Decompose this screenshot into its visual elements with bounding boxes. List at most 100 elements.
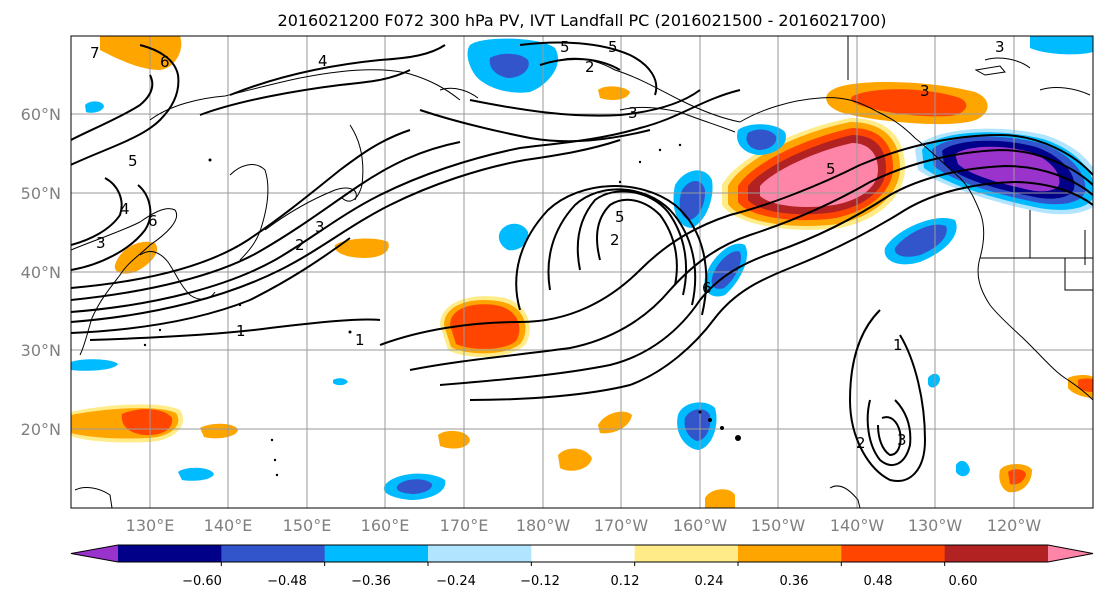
contour-label: 3: [995, 38, 1005, 56]
colorbar-tick-label: 0.48: [864, 574, 893, 589]
negative-anomaly-alaska-core: [746, 129, 777, 150]
lon-label: 170°W: [594, 516, 649, 535]
contour-label: 2: [610, 231, 620, 249]
contour-label: 5: [608, 38, 618, 56]
lat-label: 40°N: [21, 263, 61, 282]
contour-label: 3: [96, 234, 106, 252]
colorbar-segment: [944, 545, 1049, 562]
lon-label: 170°E: [440, 516, 489, 535]
colorbar-extend-max: [1048, 545, 1093, 562]
lon-label: 150°W: [751, 516, 806, 535]
lat-label: 50°N: [21, 184, 61, 203]
graticule: [71, 36, 1093, 508]
colorbar: [70, 544, 1094, 566]
contour-label: 1: [236, 322, 246, 340]
colorbar-segment: [841, 545, 946, 562]
lat-label: 60°N: [21, 105, 61, 124]
contour-label: 3: [920, 82, 930, 100]
positive-anomaly-subtropical-red: [450, 304, 520, 349]
contour-label: 5: [128, 152, 138, 170]
lat-label: 20°N: [21, 420, 61, 439]
contour-label: 4: [120, 200, 130, 218]
colorbar-segment: [118, 545, 222, 562]
colorbar-segment: [738, 545, 842, 562]
negative-anomaly-purple: [955, 146, 1060, 192]
colorbar-tick-label: −0.48: [267, 574, 307, 589]
colorbar-tick-label: −0.60: [182, 574, 222, 589]
contour-label: 6: [160, 53, 170, 71]
colorbar-outline: [70, 544, 1094, 563]
map-panel: 7 6 4 5 5 3 3 5 6 3 4 2 3 2 1 1 5 2 5 6: [21, 35, 1094, 535]
lon-label: 120°W: [987, 516, 1042, 535]
positive-anomaly-small10: [1078, 378, 1093, 392]
contour-label: 2: [585, 58, 595, 76]
latitude-labels: 60°N 50°N 40°N 30°N 20°N: [21, 105, 61, 439]
colorbar-extend-min: [71, 545, 118, 562]
lon-label: 160°W: [673, 516, 728, 535]
negative-anomaly-small2: [71, 359, 118, 371]
contour-label: 5: [615, 208, 625, 226]
contour-label: 1: [355, 331, 365, 349]
colorbar-tick-label: −0.24: [436, 574, 476, 589]
negative-anomaly-trough-core: [711, 251, 741, 289]
negative-anomaly-central: [498, 223, 529, 251]
colorbar-segment: [324, 545, 429, 562]
colorbar-tick-label: −0.12: [520, 574, 560, 589]
negative-anomaly-bering-core: [489, 53, 529, 78]
positive-anomaly-small8: [1008, 469, 1026, 485]
negative-anomaly-small1: [178, 467, 214, 481]
negative-anomaly-small5: [956, 460, 970, 477]
colorbar-tick-label: −0.36: [351, 574, 391, 589]
contour-label: 2: [295, 236, 305, 254]
negative-anomaly-small6: [333, 378, 348, 386]
contour-label: 6: [702, 279, 712, 297]
positive-anomaly-topleft: [100, 36, 182, 70]
map-frame: [70, 35, 1094, 509]
contour-label: 1: [893, 336, 903, 354]
negative-anomaly-midlat-core: [679, 181, 706, 220]
contour-label: 3: [315, 218, 325, 236]
contour-label: 3: [628, 104, 638, 122]
positive-anomaly-pink: [760, 143, 878, 207]
colorbar-segment: [428, 545, 532, 562]
lon-label: 130°E: [126, 516, 175, 535]
contour-label: 7: [90, 44, 100, 62]
colorbar-tick-label: 0.60: [949, 574, 978, 589]
pv-contours: [71, 41, 1093, 482]
negative-anomaly-south-core: [396, 479, 433, 494]
contour-label: 4: [318, 52, 328, 70]
positive-anomaly-goa-core: [850, 89, 967, 117]
colorbar-tick-label: 0.36: [780, 574, 809, 589]
lat-label: 30°N: [21, 341, 61, 360]
contour-label: 3: [897, 431, 907, 449]
positive-anomaly-small4: [598, 411, 632, 434]
positive-anomaly-small6: [598, 86, 630, 100]
negative-anomaly-small4: [928, 373, 940, 388]
map-title: 2016021200 F072 300 hPa PV, IVT Landfall…: [278, 11, 887, 30]
colorbar-ticks: −0.60 −0.48 −0.36 −0.24 −0.12 0.12 0.24 …: [182, 574, 977, 589]
colorbar-tick-label: 0.12: [611, 574, 640, 589]
lon-label: 180°W: [516, 516, 571, 535]
negative-anomaly-small3: [85, 101, 104, 113]
positive-anomaly-kuril: [334, 238, 389, 258]
pv-contour-labels: 7 6 4 5 5 3 3 5 6 3 4 2 3 2 1 1 5 2 5 6: [90, 38, 1005, 452]
lon-label: 150°E: [283, 516, 332, 535]
lon-label: 130°W: [908, 516, 963, 535]
contour-label: 5: [826, 160, 836, 178]
positive-anomaly-small5: [705, 489, 735, 508]
positive-anomaly-small2: [438, 430, 470, 449]
lon-label: 160°E: [361, 516, 410, 535]
negative-anomaly-hawaii-core: [684, 409, 711, 441]
colorbar-segment: [221, 545, 326, 562]
contour-label: 5: [560, 38, 570, 56]
contour-label: 6: [148, 212, 158, 230]
colorbar-segment: [531, 545, 636, 562]
positive-anomaly-small3: [558, 448, 592, 471]
colorbar-tick-label: 0.24: [695, 574, 724, 589]
negative-anomaly-offshore-core: [894, 224, 947, 257]
lon-label: 140°W: [830, 516, 885, 535]
contour-label: 2: [856, 434, 866, 452]
negative-anomaly-arctic: [1030, 36, 1093, 55]
lon-label: 140°E: [204, 516, 253, 535]
